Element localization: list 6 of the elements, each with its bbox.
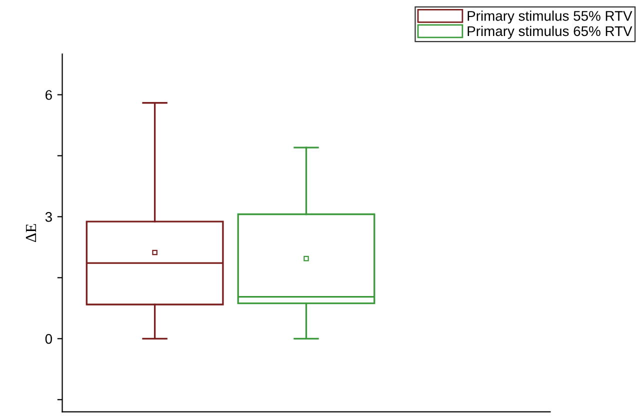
legend-label: Primary stimulus 65% RTV bbox=[468, 26, 632, 39]
y-tick-label: 0 bbox=[45, 334, 52, 344]
y-tick-label: 6 bbox=[46, 90, 52, 100]
y-axis-title: ΔE bbox=[26, 224, 36, 242]
y-tick-label: 3 bbox=[45, 212, 52, 222]
legend-label: Primary stimulus 55% RTV bbox=[468, 10, 632, 24]
